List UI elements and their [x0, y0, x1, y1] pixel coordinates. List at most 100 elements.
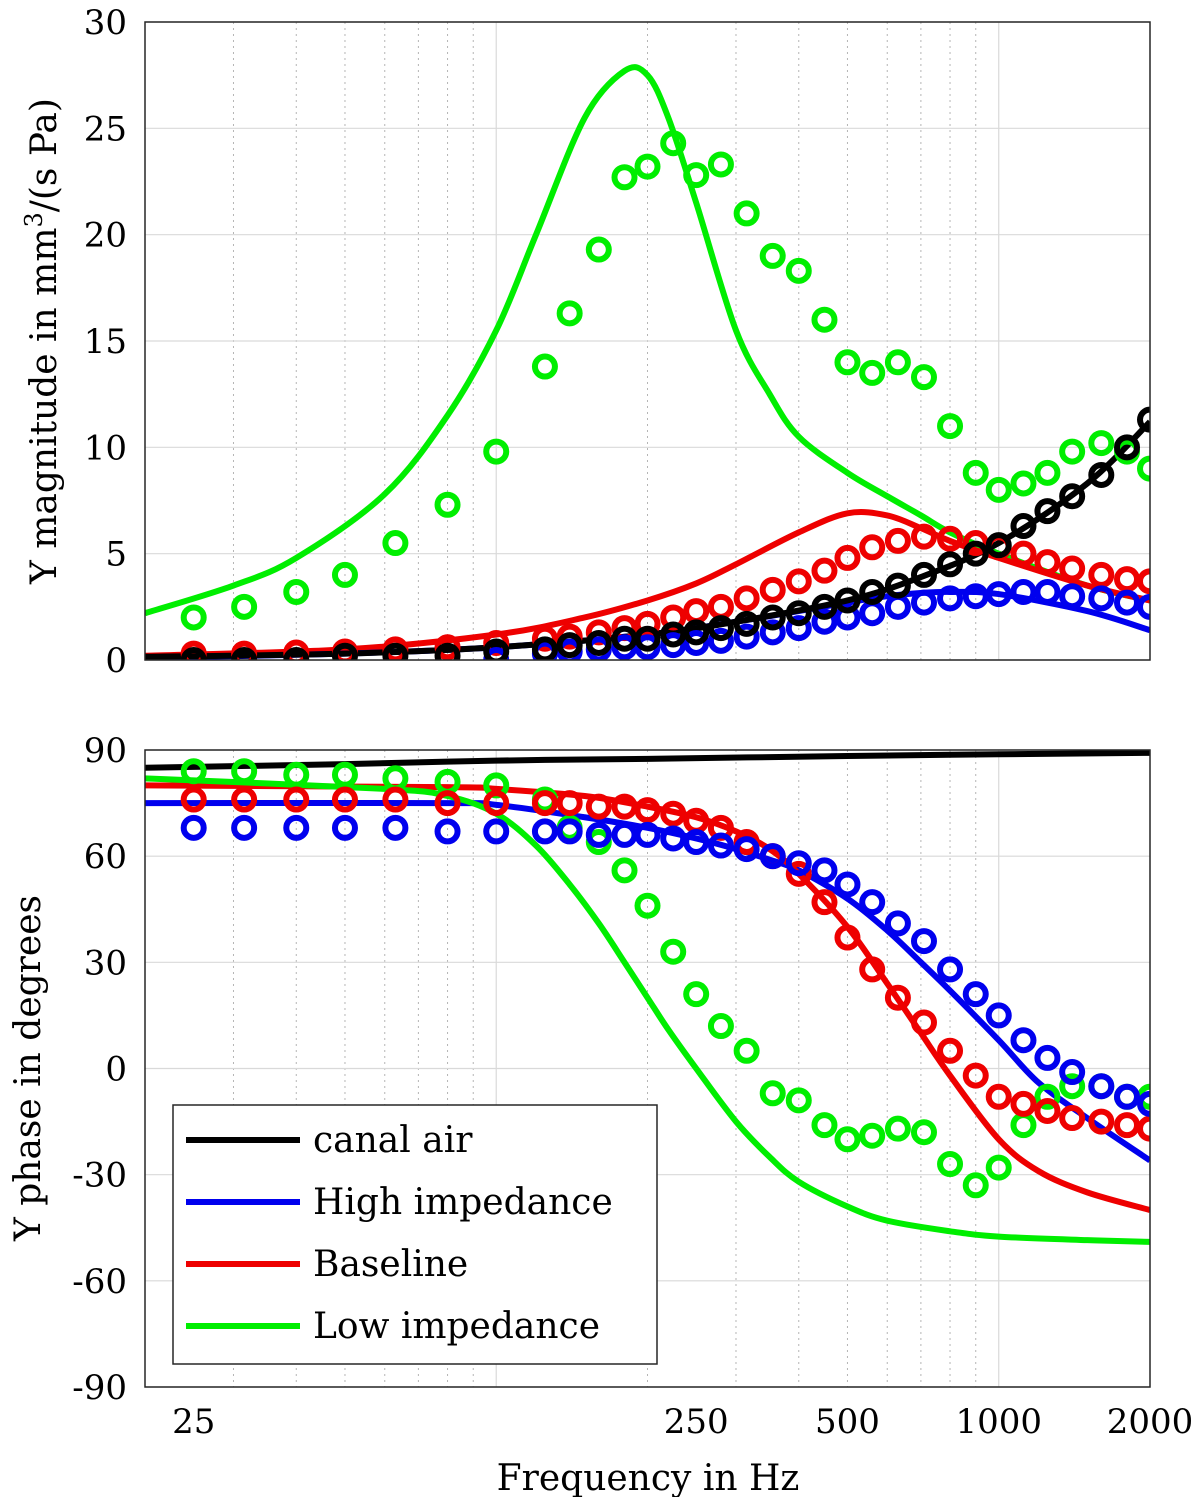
phase-marker-low-impedance: [811, 1112, 838, 1139]
phase-marker-high-impedance: [937, 956, 964, 983]
magnitude-marker-canal-air: [585, 629, 612, 656]
phase-marker-baseline: [231, 786, 258, 813]
phase-marker-low-impedance: [910, 1119, 937, 1146]
phase-marker-high-impedance: [683, 829, 710, 856]
magnitude-marker-baseline: [1137, 568, 1150, 595]
magnitude-marker-canal-air: [1034, 498, 1061, 525]
magnitude-marker-canal-air: [1010, 513, 1037, 540]
phase-marker-baseline: [1137, 1115, 1150, 1142]
phase-marker-low-impedance: [707, 1013, 734, 1040]
phase-marker-baseline: [382, 786, 409, 813]
phase-marker-low-impedance: [634, 892, 661, 919]
phase-marker-high-impedance: [180, 814, 207, 841]
legend-label-high-impedance: High impedance: [313, 1182, 613, 1223]
magnitude-marker-low-impedance: [1088, 430, 1115, 457]
magnitude-marker-canal-air: [707, 615, 734, 642]
magnitude-marker-low-impedance: [585, 236, 612, 263]
phase-marker-baseline: [834, 924, 861, 951]
phase-marker-high-impedance: [434, 818, 461, 845]
magnitude-series: [145, 64, 1150, 660]
phase-marker-high-impedance: [531, 818, 558, 845]
phase-marker-high-impedance: [585, 821, 612, 848]
magnitude-marker-canal-air: [759, 604, 786, 631]
phase-marker-high-impedance: [483, 818, 510, 845]
phase-xticks: 25 250 500 1000 2000: [172, 1402, 1193, 1442]
phase-marker-high-impedance: [231, 814, 258, 841]
phase-marker-low-impedance: [1059, 1073, 1086, 1100]
magnitude-panel: 0 5 10 15 20 25 30 Y magnitude in mm3/(s Pa): [20, 3, 1151, 681]
phase-marker-baseline: [1114, 1112, 1141, 1139]
legend-item: Low impedance: [186, 1306, 600, 1347]
magnitude-marker-baseline: [733, 585, 760, 612]
magnitude-marker-canal-air: [834, 587, 861, 614]
magnitude-marker-baseline: [556, 623, 583, 650]
legend-label-canal-air: canal air: [313, 1120, 473, 1161]
phase-marker-baseline: [180, 786, 207, 813]
phase-marker-high-impedance: [1114, 1083, 1141, 1110]
phase-marker-high-impedance: [382, 814, 409, 841]
legend-label-low-impedance: Low impedance: [313, 1306, 600, 1347]
phase-marker-high-impedance: [785, 850, 812, 877]
phase-marker-baseline: [1034, 1097, 1061, 1124]
magnitude-marker-low-impedance: [859, 359, 886, 386]
phase-ytick-label: 60: [84, 837, 127, 877]
phase-marker-high-impedance: [1010, 1027, 1037, 1054]
magnitude-marker-high-impedance: [1034, 578, 1061, 605]
magnitude-marker-canal-air: [910, 561, 937, 588]
magnitude-model-line-low-impedance: [145, 64, 1150, 617]
magnitude-marker-baseline: [937, 525, 964, 552]
magnitude-marker-low-impedance: [707, 151, 734, 178]
magnitude-marker-canal-air: [382, 642, 409, 660]
magnitude-marker-high-impedance: [811, 608, 838, 635]
phase-marker-high-impedance: [1137, 1090, 1150, 1117]
magnitude-marker-canal-air: [785, 600, 812, 627]
magnitude-marker-low-impedance: [910, 364, 937, 391]
magnitude-marker-low-impedance: [660, 130, 687, 157]
magnitude-marker-low-impedance: [785, 257, 812, 284]
phase-marker-baseline: [531, 790, 558, 817]
phase-ytick-label: 0: [105, 1050, 127, 1090]
magnitude-marker-low-impedance: [962, 459, 989, 486]
magnitude-marker-baseline: [1059, 555, 1086, 582]
magnitude-marker-baseline: [1010, 540, 1037, 567]
magnitude-marker-high-impedance: [683, 629, 710, 656]
magnitude-marker-baseline: [859, 534, 886, 561]
phase-marker-low-impedance: [785, 1087, 812, 1114]
phase-marker-baseline: [556, 790, 583, 817]
phase-marker-baseline: [910, 1009, 937, 1036]
magnitude-marker-baseline: [1034, 549, 1061, 576]
magnitude-marker-high-impedance: [1114, 589, 1141, 616]
magnitude-marker-high-impedance: [1059, 583, 1086, 610]
magnitude-marker-low-impedance: [434, 491, 461, 518]
phase-ytick-label: -60: [72, 1262, 127, 1302]
magnitude-marker-canal-air: [985, 532, 1012, 559]
phase-marker-baseline: [434, 790, 461, 817]
phase-marker-baseline: [785, 860, 812, 887]
magnitude-marker-high-impedance: [733, 623, 760, 650]
magnitude-marker-baseline: [759, 576, 786, 603]
magnitude-marker-baseline: [1114, 566, 1141, 593]
phase-marker-baseline: [331, 786, 358, 813]
phase-axes-box: [144, 749, 1151, 1388]
magnitude-marker-high-impedance: [660, 632, 687, 659]
magnitude-marker-low-impedance: [811, 306, 838, 333]
magnitude-marker-canal-air: [231, 647, 258, 660]
magnitude-marker-baseline: [434, 634, 461, 660]
magnitude-marker-canal-air: [859, 578, 886, 605]
phase-marker-high-impedance: [985, 1002, 1012, 1029]
phase-marker-high-impedance: [1034, 1044, 1061, 1071]
phase-marker-baseline: [483, 790, 510, 817]
phase-marker-high-impedance: [556, 818, 583, 845]
magnitude-marker-low-impedance: [937, 413, 964, 440]
phase-marker-high-impedance: [910, 928, 937, 955]
magnitude-marker-canal-air: [1059, 483, 1086, 510]
magnitude-marker-low-impedance: [1059, 438, 1086, 465]
magnitude-marker-canal-air: [1114, 434, 1141, 461]
xtick-label: 2000: [1107, 1402, 1194, 1442]
phase-marker-low-impedance: [884, 1115, 911, 1142]
magnitude-marker-baseline: [834, 544, 861, 571]
phase-marker-low-impedance: [937, 1151, 964, 1178]
phase-yticks: -90 -60 -30 0 30 60 90: [72, 731, 127, 1408]
phase-ytick-label: 30: [84, 943, 127, 983]
magnitude-marker-canal-air: [683, 619, 710, 646]
